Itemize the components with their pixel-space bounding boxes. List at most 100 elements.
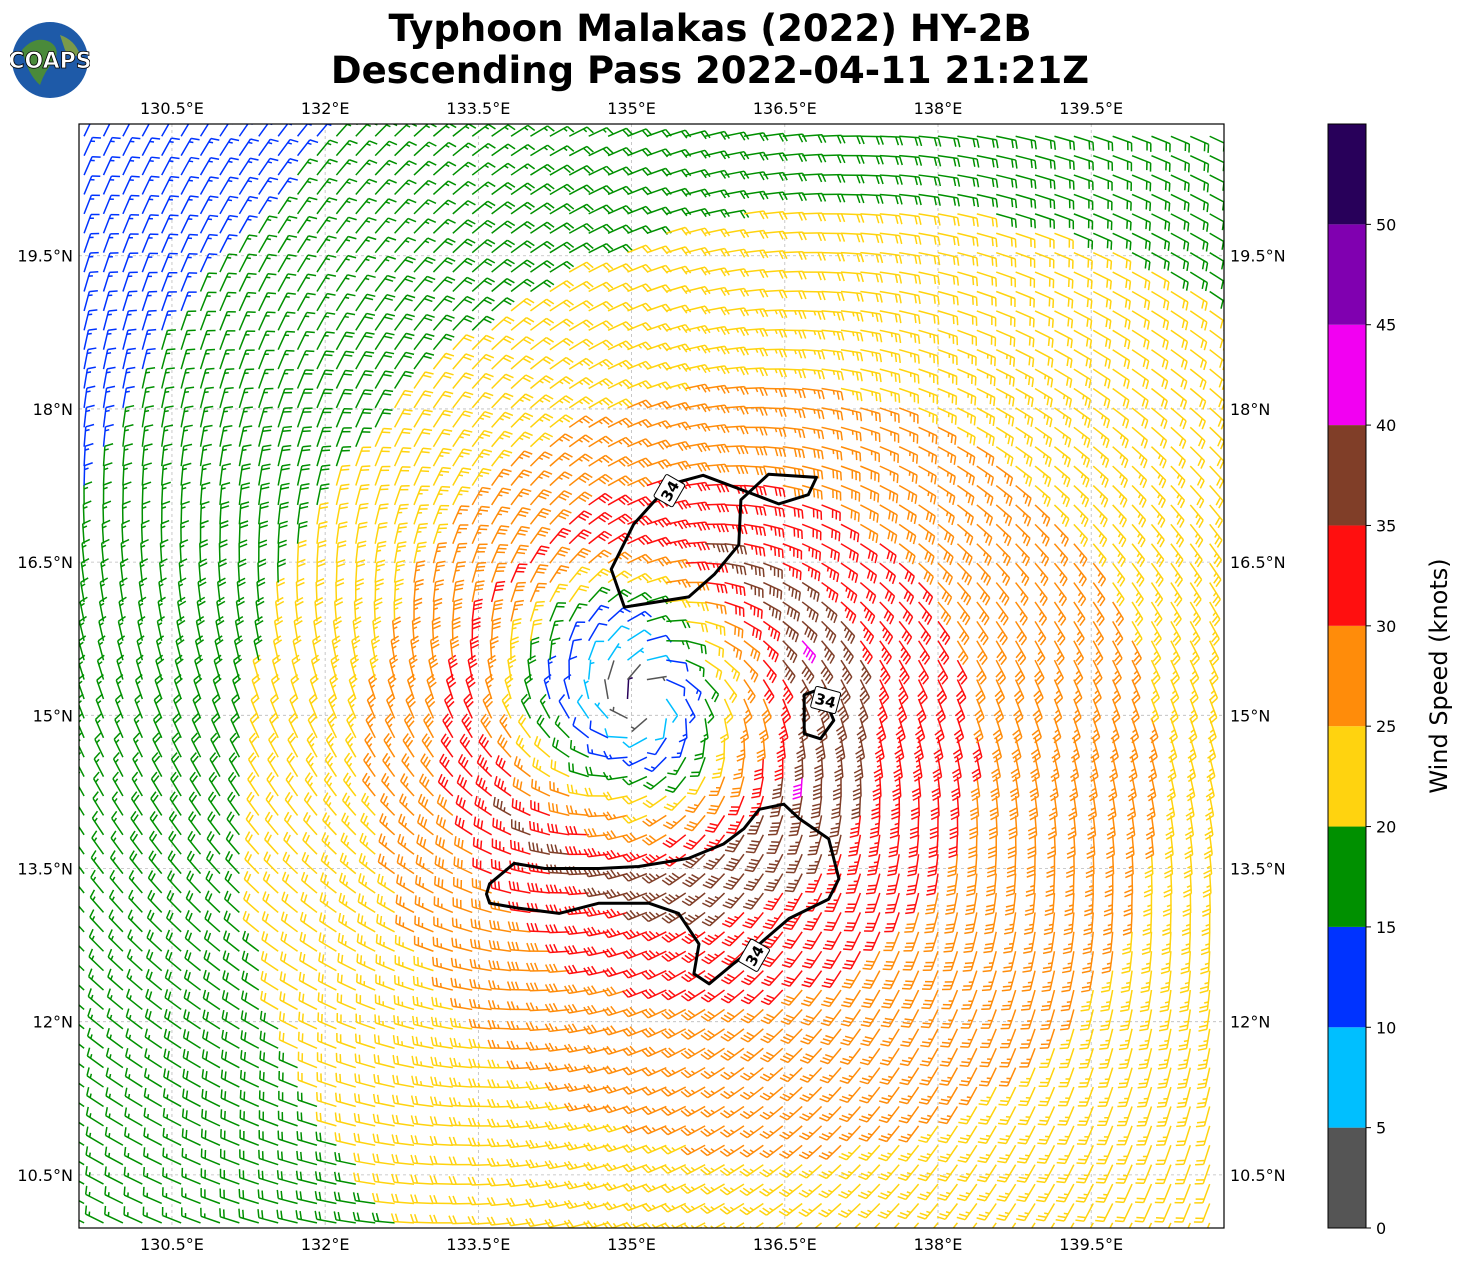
barb-staff [374, 1161, 395, 1166]
wind-barb [1121, 951, 1133, 974]
wind-barb [882, 950, 900, 971]
barb-staff [810, 931, 823, 950]
wind-barb [450, 977, 473, 991]
barb-staff [164, 1016, 182, 1030]
barb-feather [544, 1180, 551, 1189]
barb-feather [880, 1135, 890, 1140]
wind-barb [79, 905, 85, 913]
wind-barb [505, 1197, 531, 1207]
barb-staff [926, 1106, 939, 1124]
wind-barb [238, 1188, 259, 1205]
barb-half-feather [364, 881, 368, 887]
wind-barb [281, 891, 299, 914]
barb-feather [474, 899, 478, 909]
barb-feather [221, 990, 226, 999]
barb-feather [67, 1146, 68, 1154]
barb-feather [123, 1166, 126, 1176]
barb-half-feather [574, 1124, 578, 1129]
barb-feather [764, 941, 774, 946]
barb-half-feather [345, 881, 349, 887]
barb-feather [976, 1217, 986, 1221]
wind-barb [278, 1011, 298, 1030]
barb-feather [858, 1175, 867, 1181]
wind-barb [239, 1129, 260, 1146]
barb-feather [1016, 1199, 1025, 1203]
wind-barb [960, 1009, 978, 1029]
barb-feather [449, 1057, 454, 1067]
barb-staff [1202, 1183, 1211, 1204]
barb-feather [680, 1187, 688, 1194]
barb-feather [645, 1164, 653, 1172]
barb-feather [767, 919, 776, 923]
wind-barb [877, 1202, 900, 1219]
barb-staff [850, 931, 862, 951]
barb-feather [782, 1169, 791, 1176]
barb-feather [661, 1147, 669, 1155]
barb-staff [726, 1125, 745, 1138]
barb-feather [1018, 1235, 1026, 1237]
barb-staff [182, 1116, 201, 1127]
barb-feather [759, 1095, 768, 1101]
barb-feather [567, 1063, 574, 1072]
barb-feather [352, 1192, 357, 1201]
wind-barb [937, 1125, 959, 1144]
barb-feather [806, 939, 816, 943]
barb-feather [583, 1201, 590, 1210]
barb-half-feather [111, 876, 116, 882]
barb-feather [1160, 989, 1169, 994]
barb-feather [999, 1138, 1009, 1141]
barb-feather [451, 917, 454, 927]
wind-barb [919, 1067, 939, 1086]
barb-feather [760, 1019, 769, 1025]
wind-barb [1096, 1144, 1114, 1165]
barb-feather [742, 905, 752, 910]
wind-barb [820, 1008, 842, 1027]
wind-barb [86, 1087, 104, 1108]
wind-barb [202, 1009, 221, 1030]
barb-feather [805, 1034, 814, 1039]
barb-half-feather [458, 1022, 462, 1028]
barb-feather [149, 932, 154, 941]
wind-barb [942, 951, 959, 972]
barb-staff [299, 959, 318, 972]
barb-feather [280, 1190, 283, 1200]
wind-barb [622, 968, 648, 979]
wind-barb [277, 1150, 298, 1166]
barb-feather [1017, 1161, 1026, 1164]
barb-half-feather [636, 892, 641, 897]
barb-feather [961, 1061, 970, 1064]
barb-staff [1004, 1164, 1017, 1183]
barb-feather [471, 1117, 477, 1127]
barb-feather [859, 1099, 868, 1104]
barb-staff [432, 1182, 453, 1185]
barb-feather [664, 953, 673, 960]
barb-half-feather [1203, 1020, 1209, 1023]
barb-staff [766, 1202, 784, 1216]
barb-feather [742, 924, 751, 929]
wind-barb [720, 1028, 745, 1042]
wind-barb [858, 1125, 881, 1142]
wind-barb [700, 1067, 725, 1080]
barb-half-feather [965, 1172, 971, 1176]
wind-barb [1058, 1067, 1075, 1088]
barb-staff [298, 1039, 318, 1049]
barb-feather [376, 914, 379, 923]
barb-half-feather [1125, 1001, 1131, 1004]
barb-feather [645, 1106, 653, 1114]
barb-staff [1027, 1047, 1036, 1068]
barb-half-feather [422, 883, 425, 888]
barb-staff [706, 1183, 725, 1195]
wind-barb [759, 1125, 784, 1139]
barb-half-feather [166, 1114, 169, 1119]
barb-half-feather [477, 1121, 481, 1127]
barb-feather [1099, 1047, 1108, 1050]
barb-half-feather [535, 1103, 539, 1109]
barb-staff [687, 1086, 706, 1098]
barb-feather [471, 1215, 477, 1225]
barb-feather [1119, 1043, 1129, 1047]
barb-feather [488, 960, 492, 969]
wind-barb [220, 1129, 240, 1146]
barb-half-feather [1067, 962, 1072, 965]
barb-staff [647, 1066, 667, 1077]
barb-feather [704, 918, 713, 924]
